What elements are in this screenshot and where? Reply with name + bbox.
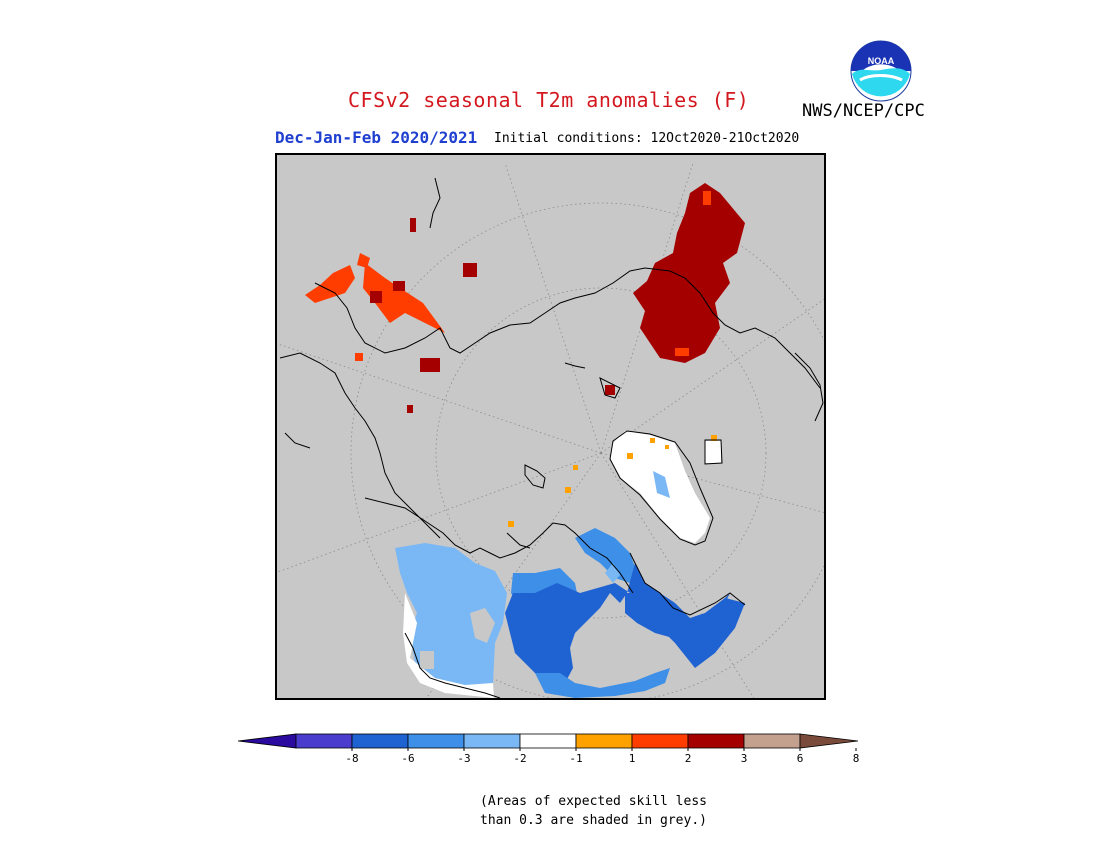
skill-footnote: (Areas of expected skill less than 0.3 a… bbox=[480, 792, 707, 830]
map-frame bbox=[275, 153, 826, 700]
chart-title: CFSv2 seasonal T2m anomalies (F) bbox=[348, 88, 750, 112]
season-label: Dec-Jan-Feb 2020/2021 bbox=[275, 128, 478, 147]
siberia-anomaly bbox=[633, 183, 745, 363]
colorbar-tick-label: -1 bbox=[569, 752, 582, 765]
colorbar-box bbox=[351, 733, 409, 749]
colorbar: -8 -6 -3 -2 -1 1 2 3 6 8 bbox=[238, 733, 860, 765]
coastlines bbox=[279, 177, 824, 699]
greenland-anomaly bbox=[508, 431, 721, 543]
colorbar-tick-label: -3 bbox=[457, 752, 470, 765]
agency-label: NWS/NCEP/CPC bbox=[802, 101, 925, 121]
alaska-anomaly bbox=[305, 218, 615, 413]
colorbar-tick-label: -6 bbox=[401, 752, 414, 765]
colorbar-tick-label: 8 bbox=[853, 752, 860, 765]
colorbar-box bbox=[519, 733, 577, 749]
colorbar-tick-label: 2 bbox=[685, 752, 692, 765]
colorbar-box bbox=[743, 733, 801, 749]
colorbar-tick-label: 6 bbox=[797, 752, 804, 765]
noaa-logo-text: NOAA bbox=[868, 56, 895, 66]
colorbar-box bbox=[575, 733, 633, 749]
colorbar-box bbox=[631, 733, 689, 749]
colorbar-tick-label: 3 bbox=[741, 752, 748, 765]
colorbar-box bbox=[463, 733, 521, 749]
colorbar-box bbox=[295, 733, 353, 749]
colorbar-arrow-low bbox=[238, 733, 297, 749]
north-america-anomaly bbox=[395, 528, 745, 698]
colorbar-box bbox=[687, 733, 745, 749]
initial-conditions-label: Initial conditions: 12Oct2020-21Oct2020 bbox=[494, 131, 800, 146]
colorbar-box bbox=[407, 733, 465, 749]
footnote-line-1: (Areas of expected skill less bbox=[480, 794, 707, 809]
colorbar-arrow-high bbox=[799, 733, 859, 749]
colorbar-tick-label: 1 bbox=[629, 752, 636, 765]
noaa-logo: NOAA bbox=[850, 40, 912, 102]
footnote-line-2: than 0.3 are shaded in grey.) bbox=[480, 813, 707, 828]
colorbar-tick-label: -2 bbox=[513, 752, 526, 765]
polar-map bbox=[275, 153, 826, 700]
colorbar-tick-label: -8 bbox=[345, 752, 358, 765]
